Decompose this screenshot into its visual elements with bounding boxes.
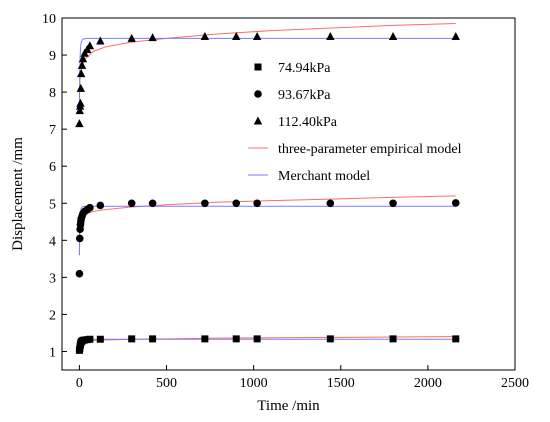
data-point: [253, 199, 261, 208]
data-point: [389, 335, 397, 343]
y-tick-label: 2: [49, 308, 56, 323]
data-point: [253, 335, 261, 343]
legend-label: 112.40kPa: [278, 115, 338, 130]
x-tick-label: 2000: [414, 376, 442, 391]
y-tick-label: 1: [49, 345, 56, 360]
data-point: [75, 234, 84, 243]
legend-marker: [254, 90, 262, 98]
data-point: [75, 269, 84, 278]
data-point: [149, 335, 157, 343]
data-point: [76, 69, 86, 78]
legend-label: 74.94kPa: [278, 61, 331, 76]
data-point: [451, 199, 460, 207]
axis-ticks: 0 500 1000 1500 2000 2500 1 2 3 4 5 6 7 8 9 10: [42, 12, 529, 391]
legend-marker: [253, 116, 263, 125]
legend-marker: [254, 63, 262, 71]
data-point: [326, 32, 335, 41]
data-point: [451, 32, 460, 41]
y-tick-label: 8: [49, 86, 56, 101]
y-tick-label: 10: [42, 12, 56, 27]
y-tick-label: 3: [49, 271, 56, 286]
y-tick-label: 7: [49, 123, 56, 138]
x-tick-label: 2500: [501, 376, 529, 391]
x-tick-label: 1500: [327, 376, 355, 391]
data-point: [127, 199, 136, 208]
y-tick-label: 5: [49, 197, 56, 212]
plot-frame: [61, 17, 516, 371]
y-axis-label: Displacement /mm: [10, 137, 26, 251]
data-point: [452, 335, 460, 343]
model-curve: [78, 23, 456, 107]
legend-label: three-parameter empirical model: [278, 142, 462, 157]
data-point: [326, 199, 335, 208]
data-point: [389, 199, 397, 208]
data-point: [86, 335, 94, 343]
y-tick-label: 9: [49, 49, 56, 64]
legend-label: 93.67kPa: [278, 88, 331, 103]
y-tick-label: 4: [49, 234, 56, 249]
model-curve: [78, 205, 456, 256]
data-point: [75, 106, 84, 115]
model-curves: [78, 23, 456, 352]
data-point: [232, 199, 241, 208]
data-point: [75, 119, 84, 128]
x-axis-label: Time /min: [257, 398, 320, 414]
data-point: [232, 32, 241, 41]
data-point: [77, 60, 87, 69]
data-point: [388, 32, 398, 41]
model-curve: [78, 195, 456, 256]
legend: 74.94kPa 93.67kPa 112.40kPa three-parameter…: [248, 61, 462, 184]
model-curve: [78, 37, 456, 107]
data-point: [76, 98, 85, 107]
data-point: [96, 36, 105, 45]
data-point: [200, 32, 210, 41]
data-point: [96, 201, 105, 210]
legend-label: Merchant model: [278, 169, 370, 184]
data-point: [201, 199, 209, 208]
data-points: [75, 32, 460, 354]
data-point: [78, 54, 88, 63]
data-point: [201, 335, 209, 343]
data-point: [86, 203, 94, 212]
model-curve: [78, 338, 456, 352]
data-point: [96, 335, 104, 343]
x-tick-label: 1000: [240, 376, 268, 391]
data-point: [76, 83, 86, 92]
x-tick-label: 0: [76, 376, 83, 391]
data-point: [148, 199, 157, 208]
data-point: [148, 33, 157, 42]
y-tick-label: 6: [49, 160, 56, 175]
data-point: [232, 335, 240, 343]
data-point: [252, 32, 262, 41]
data-point: [326, 335, 334, 343]
x-tick-label: 500: [156, 376, 177, 391]
data-point: [85, 41, 95, 50]
data-point: [128, 335, 136, 343]
data-point: [127, 33, 136, 42]
